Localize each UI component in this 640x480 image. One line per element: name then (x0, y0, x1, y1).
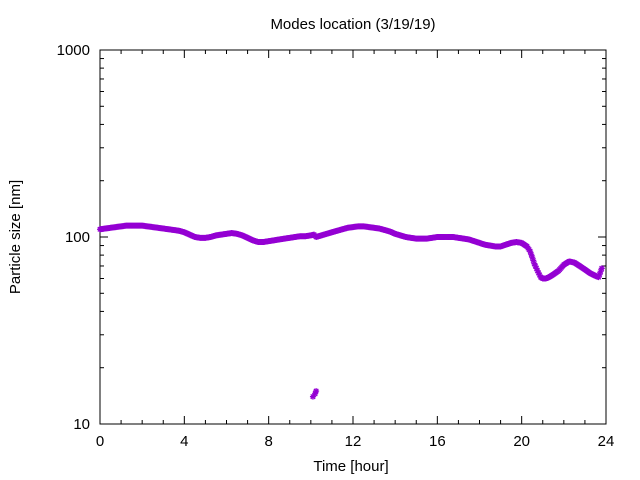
y-tick-label: 1000 (57, 42, 90, 59)
x-tick-label: 24 (598, 433, 615, 450)
x-tick-label: 8 (264, 433, 272, 450)
x-tick-label: 4 (180, 433, 188, 450)
plot-frame (99, 49, 607, 425)
data-point (312, 390, 319, 397)
x-tick-label: 16 (429, 433, 446, 450)
data-point (596, 271, 603, 278)
data-point (528, 251, 535, 258)
data-point (529, 254, 536, 261)
x-tick-label: 20 (513, 433, 530, 450)
data-point (598, 265, 605, 272)
data-point (533, 265, 540, 272)
x-tick-label: 12 (345, 433, 362, 450)
data-point (313, 388, 320, 395)
y-tick-label: 10 (73, 416, 90, 433)
data-point (531, 260, 538, 267)
chart-title: Modes location (3/19/19) (270, 16, 435, 33)
data-point (534, 267, 541, 274)
data-point (536, 272, 543, 279)
data-point (309, 393, 316, 400)
data-point (532, 263, 539, 270)
x-axis-label: Time [hour] (313, 458, 388, 475)
y-tick-label: 100 (65, 229, 90, 246)
data-points (97, 222, 605, 400)
x-tick-label: 0 (96, 433, 104, 450)
data-point (527, 248, 534, 255)
axis-ticks: 0 4 8 12 16 20 24 10 100 1000 (57, 42, 615, 450)
data-point (597, 268, 604, 275)
data-point (535, 269, 542, 276)
data-point (595, 274, 602, 281)
data-point (530, 257, 537, 264)
y-axis-label: Particle size [nm] (7, 180, 24, 294)
